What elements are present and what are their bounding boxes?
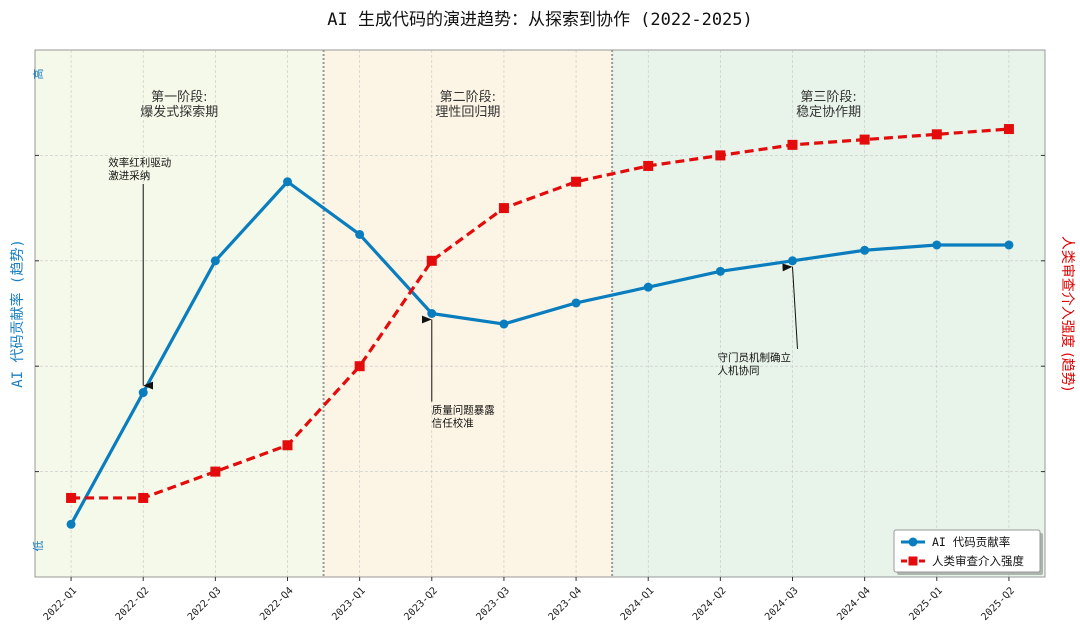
axis-ticks: [35, 154, 1045, 581]
x-tick-label: 2025-Q2: [979, 585, 1017, 623]
phase-labels: 第一阶段:爆发式探索期 第二阶段:理性回归期 第三阶段:稳定协作期: [140, 90, 861, 120]
annotation-1-line1: 效率红利驱动: [108, 156, 171, 169]
phase-bg-2: [323, 50, 613, 577]
annotation-2-line2: 信任校准: [432, 417, 474, 430]
x-tick-label: 2023-Q4: [547, 585, 585, 623]
legend-label-human: 人类审查介入强度: [932, 554, 1024, 568]
series-2-point: [426, 255, 437, 266]
annotation-3-arrow: [782, 263, 798, 349]
y-high-label: 高: [31, 69, 45, 80]
series-1-point: [643, 282, 653, 292]
series-1-point: [427, 309, 437, 318]
phase-label-2-title: 第二阶段:: [440, 90, 496, 105]
x-tick-label: 2024-Q2: [691, 585, 729, 623]
x-tick-label: 2024-Q4: [835, 585, 873, 623]
x-tick-label: 2022-Q4: [258, 585, 296, 623]
series-2-point: [715, 150, 726, 161]
phase-bg-3: [612, 50, 1045, 577]
x-tick-label: 2022-Q2: [114, 585, 152, 623]
x-tick-label: 2023-Q3: [474, 585, 512, 623]
annotation-3-line1: 守门员机制确立: [718, 351, 792, 364]
series-2-point: [787, 139, 798, 150]
y-low-label: 低: [32, 541, 45, 552]
legend-item-human: 人类审查介入强度: [901, 554, 1024, 568]
series-1-point: [932, 240, 942, 250]
series-1-point: [499, 319, 509, 329]
series-1-point: [788, 256, 797, 266]
series-1-point: [66, 519, 76, 529]
series-2-point: [1003, 124, 1014, 135]
phase-label-1-title: 第一阶段:: [151, 90, 207, 105]
series-1-point: [715, 266, 725, 276]
plot-frame: [34, 49, 1046, 578]
series-1-point: [860, 245, 870, 255]
phase-label-1-name: 爆发式探索期: [140, 104, 218, 120]
x-tick-label: 2023-Q2: [402, 585, 440, 623]
phase-bg-1: [35, 50, 324, 577]
annotation-1-line2: 激进采纳: [108, 169, 150, 182]
phase-label-2-name: 理性回归期: [435, 105, 500, 120]
phase-label-3-title: 第三阶段:: [800, 90, 856, 105]
series-2-point: [498, 203, 509, 214]
series-1-point: [571, 298, 581, 308]
series-1-point: [210, 256, 220, 266]
series-1-point: [283, 177, 292, 187]
y-axis-label-right: 人类审查介入强度 (趋势): [1059, 236, 1075, 391]
legend: AI 代码贡献率 人类审查介入强度: [893, 529, 1043, 575]
series-2-point: [354, 361, 365, 372]
annotation-2-line1: 质量问题暴露: [432, 404, 495, 417]
series-2-point: [643, 160, 654, 171]
annotation-3-line2: 人机协同: [718, 364, 760, 377]
series-2-point: [138, 492, 149, 503]
x-tick-label: 2024-Q1: [619, 585, 657, 623]
series-1-point: [1004, 240, 1014, 250]
x-tick-label: 2022-Q1: [42, 585, 80, 623]
phase-backgrounds: [35, 50, 1045, 577]
series-2-point: [210, 466, 221, 477]
x-tick-label: 2024-Q3: [763, 585, 801, 623]
series-line-2: [71, 127, 1010, 500]
legend-item-ai: AI 代码贡献率: [901, 535, 1010, 549]
series-2-point: [931, 129, 942, 140]
x-tick-label: 2022-Q3: [186, 585, 224, 623]
y-axis-label-left: AI 代码贡献率 (趋势): [9, 239, 26, 388]
legend-label-ai: AI 代码贡献率: [932, 535, 1010, 549]
series-2-point: [571, 176, 582, 187]
x-tick-label: 2025-Q1: [907, 585, 945, 623]
series-2-point: [859, 134, 870, 145]
phase-label-3-name: 稳定协作期: [796, 104, 861, 120]
x-tick-label: 2023-Q1: [330, 585, 368, 623]
chart-title: AI 生成代码的演进趋势：从探索到协作 (2022-2025): [327, 10, 753, 30]
x-tick-labels: 2022-Q1 2022-Q2 2022-Q3 2022-Q4 2023-Q1 2023-…: [42, 585, 1017, 623]
series-2-point: [66, 492, 77, 503]
series-1-point: [138, 388, 148, 398]
series-2-point: [282, 440, 293, 451]
series-line-1: [69, 180, 1009, 526]
series-1-point: [355, 229, 365, 239]
